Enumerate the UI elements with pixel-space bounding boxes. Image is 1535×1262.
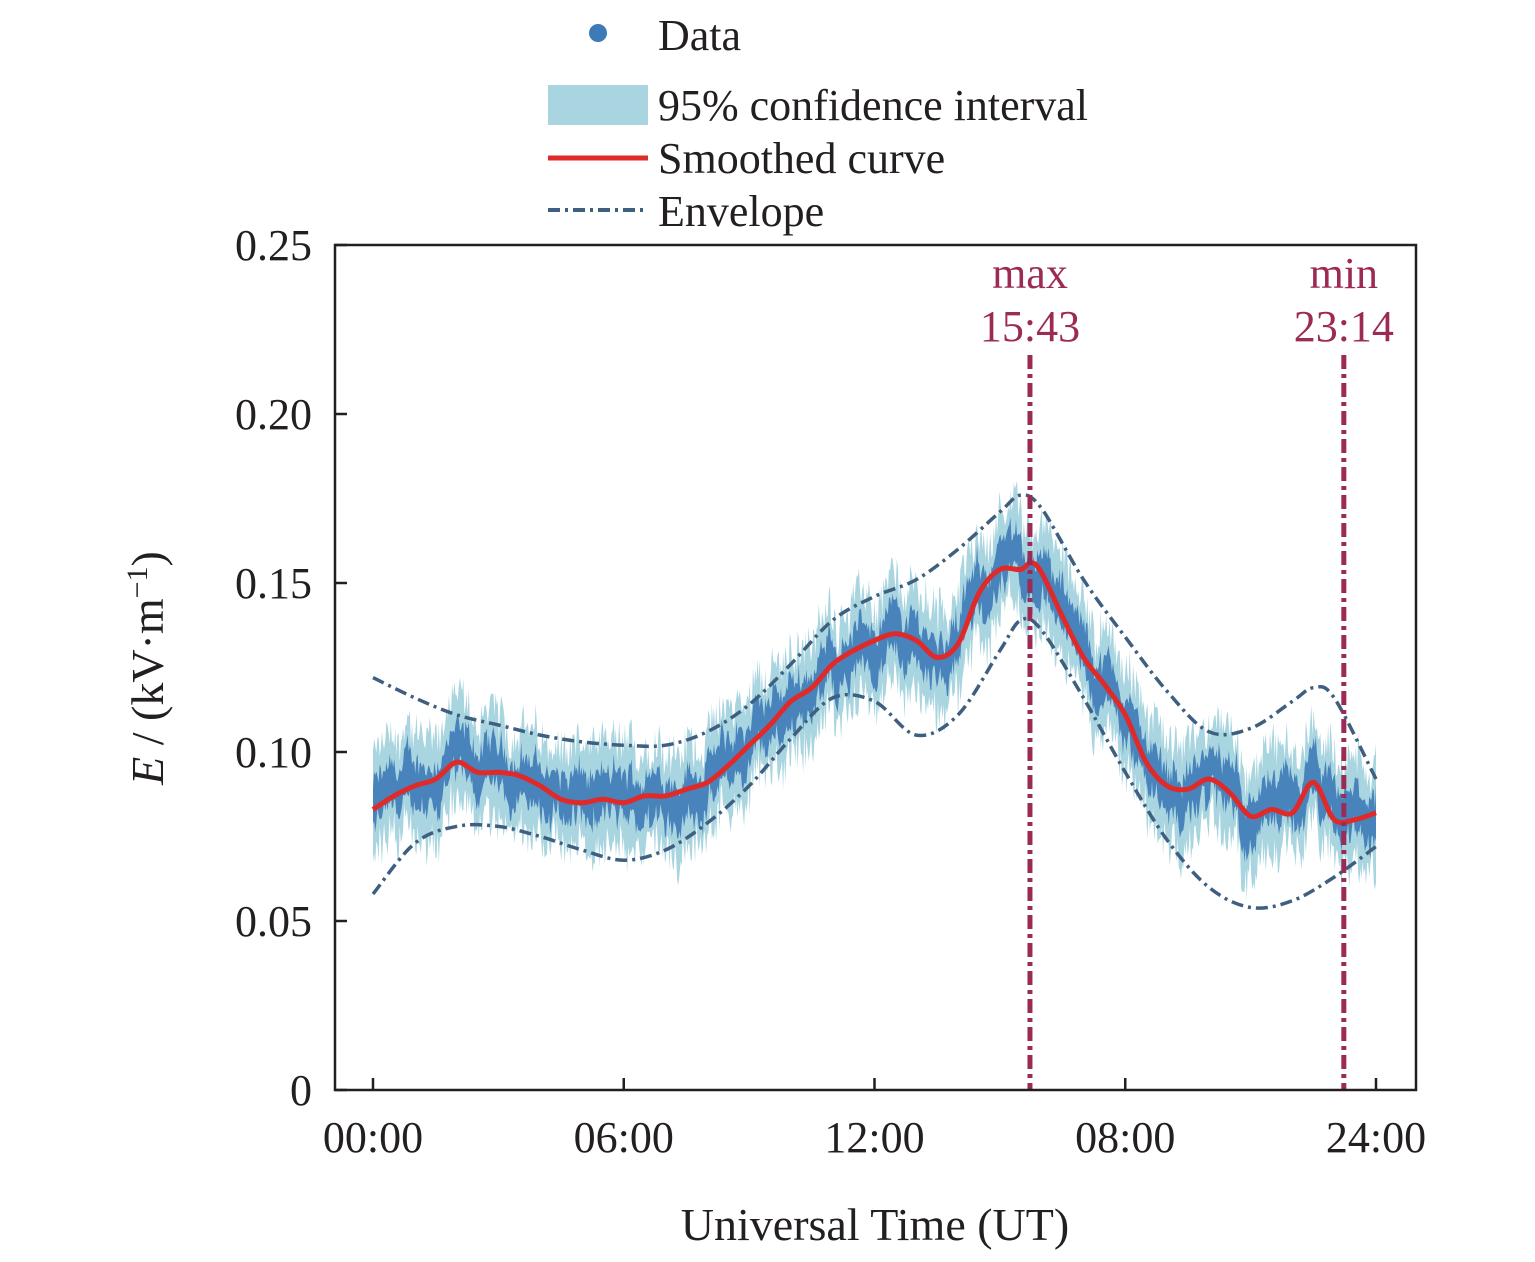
data-points-band <box>373 517 1376 863</box>
max-marker-time-label: 15:43 <box>980 302 1080 351</box>
y-axis-title: E / (kV·m−1) <box>121 551 173 786</box>
y-axis-unit-close: ) <box>122 551 173 566</box>
x-tick-label: 12:00 <box>824 1113 924 1162</box>
min-marker-label: min <box>1310 249 1378 298</box>
x-tick-label: 00:00 <box>323 1113 423 1162</box>
x-axis-title: Universal Time (UT) <box>681 1199 1069 1250</box>
legend-envelope-label: Envelope <box>658 187 824 236</box>
legend-smooth-label: Smoothed curve <box>658 134 945 183</box>
legend-data-label: Data <box>658 11 741 60</box>
y-tick-label: 0.15 <box>235 559 312 608</box>
legend-data-marker <box>589 24 607 42</box>
legend-ci-swatch <box>548 85 648 125</box>
y-tick-label: 0.05 <box>235 897 312 946</box>
y-axis-ticks: 0 0.05 0.10 0.15 0.20 0.25 <box>235 221 347 1115</box>
max-marker-label: max <box>992 249 1068 298</box>
x-tick-label: 24:00 <box>1326 1113 1426 1162</box>
legend-ci-label: 95% confidence interval <box>658 81 1088 130</box>
y-tick-label: 0.10 <box>235 728 312 777</box>
x-tick-label: 06:00 <box>574 1113 674 1162</box>
y-tick-label: 0 <box>290 1066 312 1115</box>
envelope-lower-line <box>371 616 1378 910</box>
x-axis-ticks: 00:00 06:00 12:00 08:00 24:00 <box>323 1078 1426 1162</box>
y-tick-label: 0.25 <box>235 221 312 270</box>
min-marker-time-label: 23:14 <box>1294 302 1394 351</box>
y-axis-unit: / (kV·m <box>122 598 173 757</box>
y-tick-label: 0.20 <box>235 390 312 439</box>
legend: Data 95% confidence interval Smoothed cu… <box>548 11 1088 236</box>
y-axis-symbol: E <box>122 757 173 786</box>
plot-area <box>371 480 1378 910</box>
confidence-interval-band <box>373 480 1376 902</box>
y-axis-unit-exponent: −1 <box>121 566 154 598</box>
smoothed-curve-line <box>371 560 1377 826</box>
x-tick-label: 08:00 <box>1075 1113 1175 1162</box>
